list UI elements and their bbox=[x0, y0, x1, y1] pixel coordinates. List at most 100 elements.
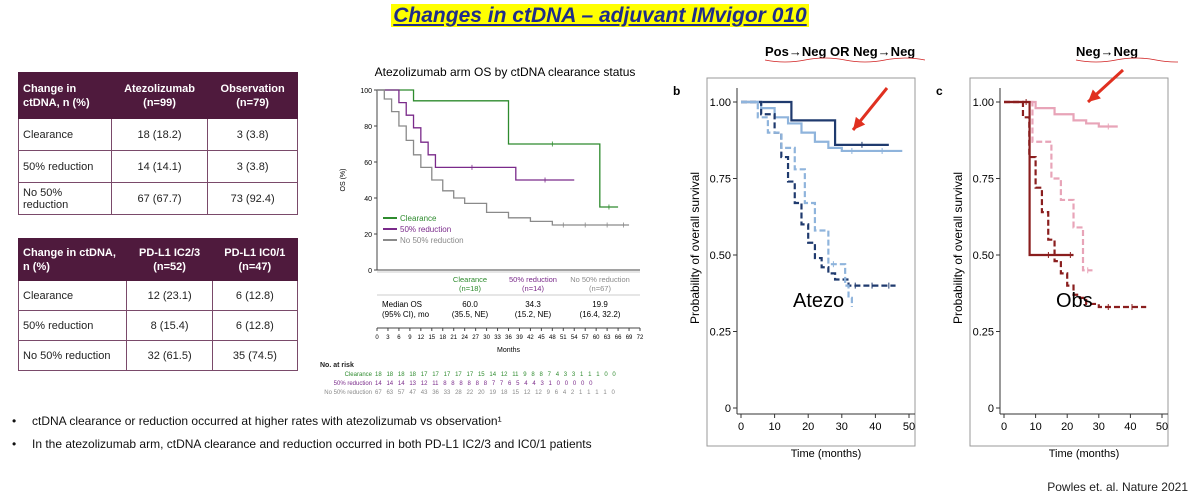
at-risk-row-name: Clearance bbox=[344, 372, 372, 378]
median-row-label: (95% CI), mo bbox=[382, 310, 430, 319]
row-label: 50% reduction bbox=[17, 310, 128, 341]
at-risk-row-name: 50% reduction bbox=[333, 381, 372, 387]
row-label: Clearance bbox=[18, 118, 112, 151]
x-tick-label: 18 bbox=[439, 335, 446, 341]
x-tick-label: 50 bbox=[1156, 421, 1168, 433]
y-tick-label: 0.75 bbox=[710, 174, 731, 186]
y-tick-label: 0.50 bbox=[973, 250, 994, 262]
median-value: 60.0 bbox=[462, 300, 478, 309]
x-tick-label: 50 bbox=[903, 421, 915, 433]
x-axis-label: Months bbox=[497, 347, 520, 354]
y-tick-label: 100 bbox=[360, 88, 372, 95]
x-tick-label: 0 bbox=[375, 335, 379, 341]
cell-value: 73 (92.4) bbox=[207, 182, 298, 215]
x-tick-label: 15 bbox=[428, 335, 435, 341]
x-tick-label: 20 bbox=[802, 421, 814, 433]
table-header: PD-L1 IC2/3 (n=52) bbox=[126, 238, 213, 281]
panel-b-chart: b 0 0.25 0.50 0.75 1.00 Probability of overall… bbox=[673, 44, 925, 460]
x-tick-label: 40 bbox=[869, 421, 881, 433]
row-label: No 50% reduction bbox=[18, 182, 112, 215]
x-tick-label: 66 bbox=[615, 335, 622, 341]
x-tick-label: 6 bbox=[397, 335, 401, 341]
legend-label: No 50% reduction bbox=[400, 236, 464, 245]
x-tick-label: 51 bbox=[560, 335, 567, 341]
table-header: PD-L1 IC0/1 (n=47) bbox=[211, 238, 299, 281]
x-tick-label: 20 bbox=[1061, 421, 1073, 433]
cell-value: 67 (67.7) bbox=[110, 182, 209, 215]
x-tick-label: 12 bbox=[417, 335, 424, 341]
table-row: 50% reduction 8 (15.4) 6 (12.8) bbox=[17, 310, 299, 341]
citation: Powles et. al. Nature 2021 bbox=[1047, 480, 1188, 494]
x-tick-label: 30 bbox=[483, 335, 490, 341]
panel-frame bbox=[706, 77, 916, 447]
table-row: 50% reduction 14 (14.1) 3 (3.8) bbox=[18, 150, 298, 183]
table-row: Clearance 18 (18.2) 3 (3.8) bbox=[18, 118, 298, 151]
x-tick-label: 63 bbox=[604, 335, 611, 341]
y-tick-label: 80 bbox=[364, 124, 372, 131]
median-col-n: (n=14) bbox=[522, 284, 544, 293]
km-line-navy-solid bbox=[741, 100, 889, 146]
panel-letter: c bbox=[936, 84, 943, 98]
x-tick-label: 39 bbox=[516, 335, 523, 341]
annotation-label: Neg→Neg bbox=[1076, 44, 1138, 59]
cell-value: 35 (74.5) bbox=[211, 340, 299, 371]
table-header: Change in ctDNA, n (%) bbox=[17, 238, 128, 281]
row-label: 50% reduction bbox=[18, 150, 112, 183]
legend-label: Clearance bbox=[400, 214, 437, 223]
panel-inner-label: Atezo bbox=[793, 290, 844, 312]
row-label: No 50% reduction bbox=[17, 340, 128, 371]
km-line-lightblue-solid bbox=[741, 100, 903, 153]
y-tick-label: 60 bbox=[364, 160, 372, 167]
table-row: No 50% reduction 32 (61.5) 35 (74.5) bbox=[17, 340, 299, 371]
x-tick-label: 48 bbox=[549, 335, 556, 341]
x-tick-label: 24 bbox=[461, 335, 468, 341]
km-line-lightblue-dashed bbox=[741, 100, 853, 308]
km-line-pink-dashed bbox=[1004, 100, 1093, 272]
x-tick-label: 0 bbox=[738, 421, 744, 433]
y-tick-label: 0.25 bbox=[710, 327, 731, 339]
bullet-item: • ctDNA clearance or reduction occurred a… bbox=[12, 414, 502, 428]
x-tick-label: 0 bbox=[1001, 421, 1007, 433]
at-risk-row-values: 67 63 57 47 43 36 33 28 22 20 19 18 15 1… bbox=[375, 390, 615, 396]
os-km-chart: Atezolizumab arm OS by ctDNA clearance s… bbox=[340, 65, 644, 354]
x-tick-label: 33 bbox=[494, 335, 501, 341]
x-tick-label: 9 bbox=[408, 335, 412, 341]
slide-title: Changes in ctDNA – adjuvant IMvigor 010 bbox=[391, 4, 809, 27]
x-tick-label: 21 bbox=[450, 335, 457, 341]
arrow-head bbox=[1088, 89, 1101, 102]
x-tick-label: 27 bbox=[472, 335, 479, 341]
annotation-underline bbox=[764, 57, 925, 63]
y-tick-label: 0.25 bbox=[973, 327, 994, 339]
y-tick-label: 0 bbox=[368, 268, 372, 275]
y-tick-label: 0.75 bbox=[973, 174, 994, 186]
x-tick-label: 60 bbox=[593, 335, 600, 341]
median-value: 19.9 bbox=[592, 300, 608, 309]
cell-value: 6 (12.8) bbox=[211, 280, 299, 311]
x-tick-label: 45 bbox=[538, 335, 545, 341]
x-tick-label: 36 bbox=[505, 335, 512, 341]
median-ci: (15.2, NE) bbox=[515, 310, 552, 319]
x-tick-label: 3 bbox=[386, 335, 390, 341]
at-risk-row-values: 14 14 14 13 12 11 8 8 8 8 8 8 7 7 6 5 4 … bbox=[375, 381, 593, 387]
km-line-navy-dashed bbox=[741, 100, 896, 287]
median-col-n: (n=18) bbox=[459, 284, 481, 293]
x-tick-label: 40 bbox=[1124, 421, 1136, 433]
km-line-darkred-solid bbox=[1004, 100, 1074, 257]
table-header: Atezolizumab (n=99) bbox=[110, 72, 209, 119]
at-risk-row-name: No 50% reduction bbox=[324, 390, 372, 396]
bullet-item: • In the atezolizumab arm, ctDNA clearanc… bbox=[12, 437, 592, 451]
cell-value: 6 (12.8) bbox=[211, 310, 299, 341]
km-line-50-reduction bbox=[377, 89, 575, 181]
table-row: Clearance 12 (23.1) 6 (12.8) bbox=[17, 280, 299, 311]
row-label: Clearance bbox=[17, 280, 128, 311]
km-line-clearance bbox=[377, 89, 619, 208]
y-tick-label: 0 bbox=[988, 403, 994, 415]
x-axis-label: Time (months) bbox=[1049, 448, 1120, 460]
x-tick-label: 10 bbox=[1029, 421, 1041, 433]
median-col-header: No 50% reduction bbox=[570, 275, 630, 284]
annotation-underline bbox=[1075, 57, 1178, 63]
x-tick-label: 57 bbox=[582, 335, 589, 341]
median-col-header: 50% reduction bbox=[509, 275, 557, 284]
panel-letter: b bbox=[673, 84, 680, 98]
bullet-list: • ctDNA clearance or reduction occurred a… bbox=[12, 414, 592, 460]
